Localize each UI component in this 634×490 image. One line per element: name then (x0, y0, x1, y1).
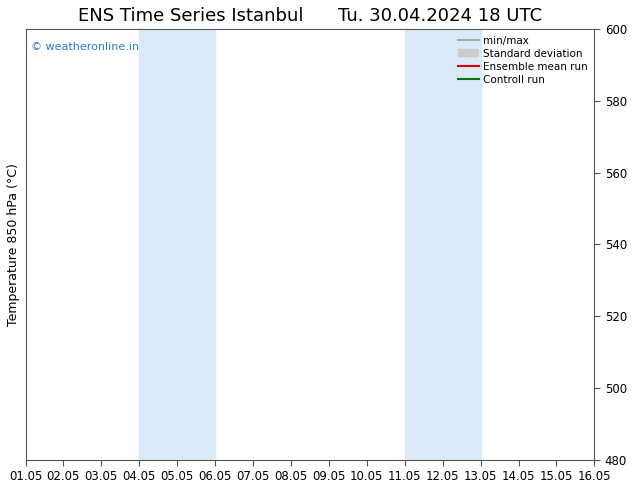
Text: © weatheronline.in: © weatheronline.in (31, 42, 139, 52)
Y-axis label: Temperature 850 hPa (°C): Temperature 850 hPa (°C) (7, 163, 20, 326)
Bar (139, 29, 215, 460)
Title: ENS Time Series Istanbul      Tu. 30.04.2024 18 UTC: ENS Time Series Istanbul Tu. 30.04.2024 … (78, 7, 542, 25)
Legend: min/max, Standard deviation, Ensemble mean run, Controll run: min/max, Standard deviation, Ensemble me… (454, 31, 592, 89)
Bar (404, 29, 481, 460)
